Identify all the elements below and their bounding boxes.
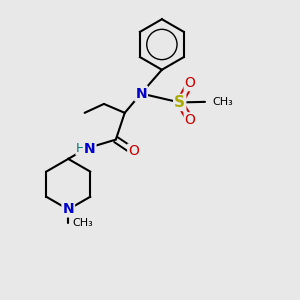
- Text: O: O: [128, 145, 139, 158]
- Text: CH₃: CH₃: [212, 97, 233, 107]
- Text: O: O: [185, 76, 196, 90]
- Text: O: O: [185, 113, 196, 127]
- Text: S: S: [174, 95, 185, 110]
- Text: CH₃: CH₃: [73, 218, 94, 228]
- Text: H: H: [76, 142, 86, 155]
- Text: N: N: [62, 202, 74, 216]
- Text: N: N: [135, 86, 147, 100]
- Text: N: N: [84, 142, 95, 155]
